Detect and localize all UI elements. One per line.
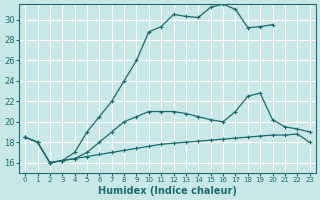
- X-axis label: Humidex (Indice chaleur): Humidex (Indice chaleur): [98, 186, 237, 196]
